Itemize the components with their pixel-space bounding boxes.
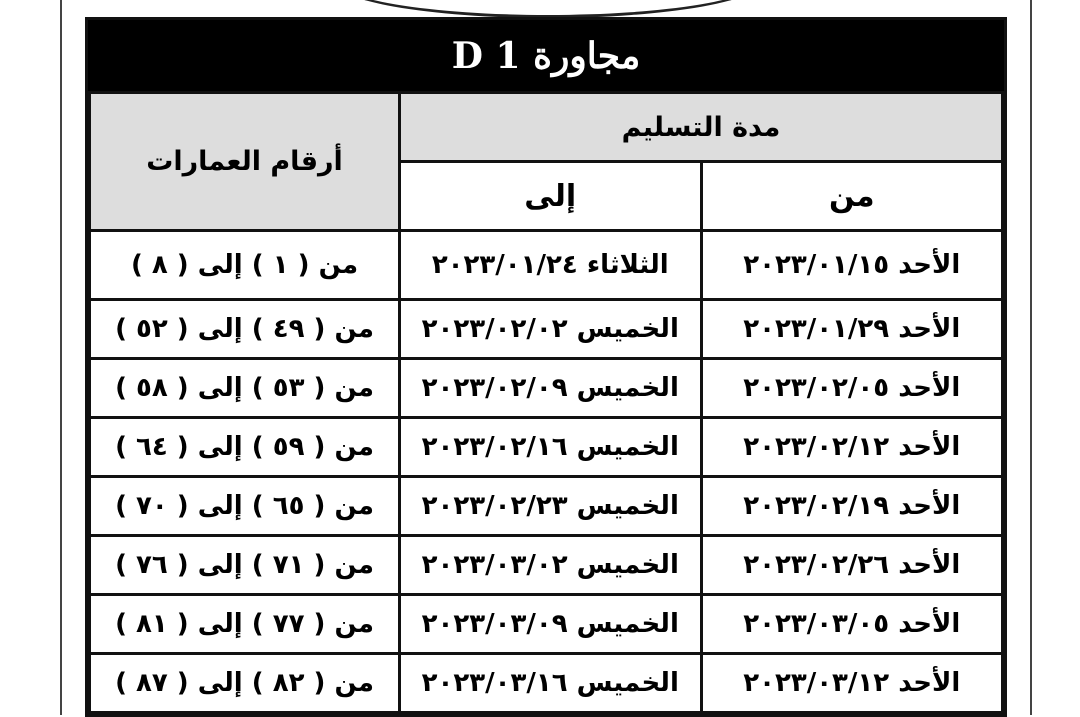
cell-from: الأحد ٢٠٢٣/٠٢/١٢: [699, 416, 1004, 478]
page-edge-left: [60, 0, 62, 715]
table-row: الأحد ٢٠٢٣/٠٢/٠٥ الخميس ٢٠٢٣/٠٢/٠٩ من ( ٥٣…: [88, 357, 1004, 419]
cell-to: الخميس ٢٠٢٣/٠٢/٢٣: [398, 475, 703, 537]
from-header: من: [699, 160, 1004, 232]
table-row: الأحد ٢٠٢٣/٠٢/١٩ الخميس ٢٠٢٣/٠٢/٢٣ من ( ٦٥…: [88, 475, 1004, 537]
table-row: الأحد ٢٠٢٣/٠٢/١٢ الخميس ٢٠٢٣/٠٢/١٦ من ( ٥٩…: [88, 416, 1004, 478]
cell-from: الأحد ٢٠٢٣/٠٢/٢٦: [699, 534, 1004, 596]
table-row: الأحد ٢٠٢٣/٠٣/١٢ الخميس ٢٠٢٣/٠٣/١٦ من ( ٨٢…: [88, 652, 1004, 714]
delivery-period-header: مدة التسليم: [398, 91, 1004, 163]
cell-to: الخميس ٢٠٢٣/٠٢/١٦: [398, 416, 703, 478]
cell-from: الأحد ٢٠٢٣/٠١/١٥: [699, 229, 1004, 301]
cell-to: الثلاثاء ٢٠٢٣/٠١/٢٤: [398, 229, 703, 301]
table-row: الأحد ٢٠٢٣/٠١/٢٩ الخميس ٢٠٢٣/٠٢/٠٢ من ( ٤٩…: [88, 298, 1004, 360]
cell-from: الأحد ٢٠٢٣/٠٢/٠٥: [699, 357, 1004, 419]
cell-from: الأحد ٢٠٢٣/٠٣/٠٥: [699, 593, 1004, 655]
table-row: الأحد ٢٠٢٣/٠٢/٢٦ الخميس ٢٠٢٣/٠٣/٠٢ من ( ٧١…: [88, 534, 1004, 596]
cell-buildings: من ( ٦٥ ) إلى ( ٧٠ ): [88, 475, 401, 537]
table-row: الأحد ٢٠٢٣/٠١/١٥ الثلاثاء ٢٠٢٣/٠١/٢٤ من ( …: [88, 229, 1004, 301]
to-header: إلى: [398, 160, 703, 232]
cell-buildings: من ( ٧٧ ) إلى ( ٨١ ): [88, 593, 401, 655]
cell-to: الخميس ٢٠٢٣/٠٢/٠٢: [398, 298, 703, 360]
cell-buildings: من ( ٨٢ ) إلى ( ٨٧ ): [88, 652, 401, 714]
cell-to: الخميس ٢٠٢٣/٠٢/٠٩: [398, 357, 703, 419]
cell-buildings: من ( ١ ) إلى ( ٨ ): [88, 229, 401, 301]
table-row: الأحد ٢٠٢٣/٠٣/٠٥ الخميس ٢٠٢٣/٠٣/٠٩ من ( ٧٧…: [88, 593, 1004, 655]
page-edge-right: [1030, 0, 1032, 715]
cell-to: الخميس ٢٠٢٣/٠٣/٠٩: [398, 593, 703, 655]
cell-buildings: من ( ٤٩ ) إلى ( ٥٢ ): [88, 298, 401, 360]
cell-buildings: من ( ٧١ ) إلى ( ٧٦ ): [88, 534, 401, 596]
cell-from: الأحد ٢٠٢٣/٠٣/١٢: [699, 652, 1004, 714]
decorative-oval: [330, 0, 766, 18]
cell-to: الخميس ٢٠٢٣/٠٣/١٦: [398, 652, 703, 714]
schedule-table: مجاورة D 1 مدة التسليم أرقام العمارات من…: [85, 17, 1007, 717]
cell-buildings: من ( ٥٩ ) إلى ( ٦٤ ): [88, 416, 401, 478]
buildings-header: أرقام العمارات: [88, 91, 401, 232]
cell-from: الأحد ٢٠٢٣/٠٢/١٩: [699, 475, 1004, 537]
cell-to: الخميس ٢٠٢٣/٠٣/٠٢: [398, 534, 703, 596]
table-title: مجاورة D 1: [88, 20, 1004, 91]
cell-buildings: من ( ٥٣ ) إلى ( ٥٨ ): [88, 357, 401, 419]
cell-from: الأحد ٢٠٢٣/٠١/٢٩: [699, 298, 1004, 360]
